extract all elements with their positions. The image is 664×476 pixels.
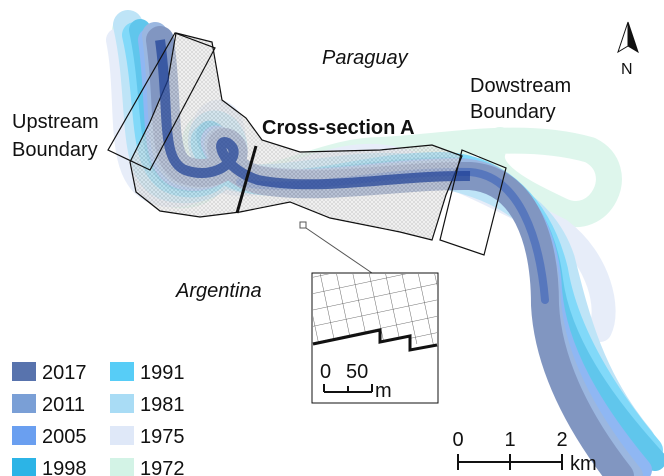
boundary-label: Boundary [470,101,556,123]
boundary-label: Boundary [12,139,98,161]
upstream-boundary [107,32,216,171]
scale-label: 0 [452,429,463,451]
legend-label: 1981 [140,394,185,416]
legend-swatch [110,458,134,476]
legend-swatch [12,394,36,413]
north-arrow [617,21,639,54]
legend-swatch [110,426,134,445]
country-label: Paraguay [322,47,409,69]
north-label: N [621,61,633,78]
legend: 2017 2011 2005 1998 1991 1981 1975 1972 [12,362,185,476]
legend-label: 1975 [140,426,185,448]
legend-label: 2017 [42,362,87,384]
inset-scale-label: 0 [320,361,331,383]
inset [311,272,439,404]
river-core [155,39,471,190]
cross-section-label: Cross-section A [262,117,415,139]
legend-swatch [110,394,134,413]
cross-section-line [235,145,258,214]
scale-bars: 0 1 2km 0 50 m [320,361,597,475]
inset-leader [305,227,373,274]
downstream-boundary [439,149,507,256]
legend-label: 2011 [42,394,85,416]
boundary-label: Upstream [12,111,99,133]
mesh-domain [129,32,463,241]
legend-swatch [110,362,134,381]
country-label: Argentina [175,280,262,302]
legend-label: 1991 [140,362,185,384]
inset-marker [299,221,307,229]
legend-swatch [12,362,36,381]
legend-label: 1998 [42,458,87,476]
legend-label: 1972 [140,458,185,476]
boundary-label: Dowstream [470,75,571,97]
scale-unit: km [570,453,597,475]
legend-label: 2005 [42,426,87,448]
inset-scale-unit: m [375,380,392,402]
scale-label: 2 [556,429,567,451]
inset-scale-label: 50 [346,361,368,383]
legend-swatch [12,426,36,445]
scale-label: 1 [504,429,515,451]
legend-swatch [12,458,36,476]
